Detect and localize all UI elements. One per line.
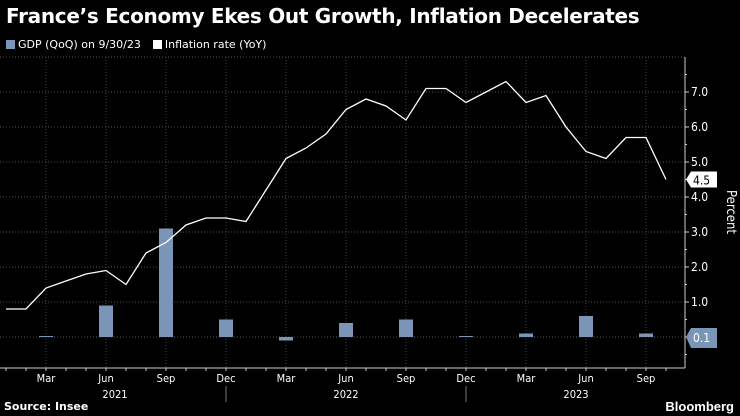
x-tick-label: Sep [397,372,416,385]
gdp-bar [459,336,473,337]
x-tick-label: Sep [637,372,656,385]
inflation-last-value-label: 4.5 [693,174,710,188]
gdp-bar [159,228,173,337]
legend-swatch-inflation [152,40,162,49]
legend-label-gdp: GDP (QoQ) on 9/30/23 [18,38,141,51]
gdp-bar [639,333,653,337]
x-tick-label: Jun [577,372,593,385]
y-tick-label: 3.0 [691,225,708,239]
x-tick-label: Dec [216,372,235,385]
y-tick-label: 6.0 [691,120,708,134]
legend-item-inflation: Inflation rate (YoY) [152,38,267,51]
x-tick-label: Dec [456,372,475,385]
y-axis-label: Percent [723,190,738,234]
y-tick-label: 5.0 [691,155,708,169]
x-tick-label: Mar [517,372,537,385]
x-tick-label: Mar [277,372,297,385]
gdp-bar [339,323,353,337]
x-tick-label: Jun [97,372,113,385]
legend-item-gdp: GDP (QoQ) on 9/30/23 [6,38,141,51]
x-tick-label: Jun [337,372,353,385]
gdp-bar [39,336,53,337]
year-label: 2023 [563,388,588,401]
gdp-last-value-label: 0.1 [693,331,710,345]
source-note: Source: Insee [4,400,89,413]
gdp-last-value-box [686,328,717,348]
y-tick-label: 7.0 [691,85,708,99]
x-tick-label: Sep [157,372,176,385]
legend-label-inflation: Inflation rate (YoY) [164,38,267,51]
inflation-last-value-box [686,171,717,188]
y-tick-label: 2.0 [691,260,708,274]
year-label: 2022 [333,388,358,401]
year-label: 2021 [102,388,127,401]
x-tick-label: Mar [37,372,57,385]
y-tick-label: 4.0 [691,190,708,204]
bloomberg-logo: Bloomberg [665,399,734,414]
gdp-bar [519,333,533,337]
gdp-bar [99,305,113,337]
chart-title: France’s Economy Ekes Out Growth, Inflat… [6,4,640,28]
y-tick-label: 1.0 [691,295,708,309]
gdp-bar [579,316,593,337]
inflation-line [6,80,667,310]
gdp-bar [279,337,293,341]
gdp-bar [219,319,233,337]
gdp-bar [399,319,413,337]
legend-swatch-gdp [6,40,15,49]
legend: GDP (QoQ) on 9/30/23 Inflation rate (YoY… [6,38,266,51]
